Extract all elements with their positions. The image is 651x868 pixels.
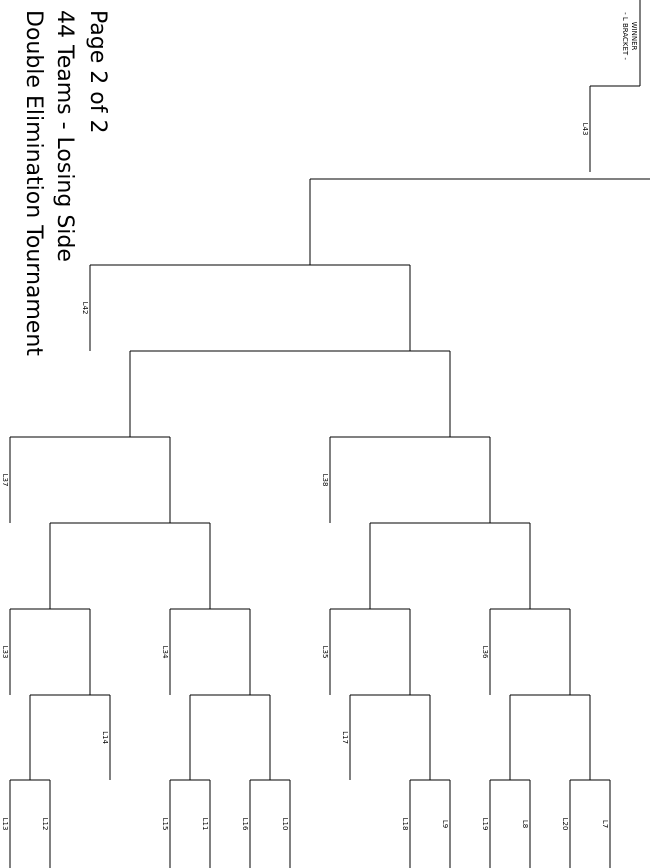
slot-label: L37 [1,474,9,487]
slot-label: L15 [161,818,169,831]
slot-label: L17 [341,731,349,744]
slot-label: L7 [601,820,609,828]
slot-label: L35 [321,646,329,659]
slot-label: L33 [1,646,9,659]
slot-label: L43 [581,123,589,136]
slot-label: L16 [241,818,249,831]
slot-label: L19 [481,818,489,831]
slot-label: L18 [401,818,409,831]
slot-label: L42 [81,302,89,315]
page-number: Page 2 of 2 [85,10,110,133]
slot-label: L14 [101,731,109,744]
slot-label: L11 [201,818,209,831]
slot-label: L38 [321,474,329,487]
winner-sublabel: - L BRACKET - [621,12,629,60]
winner-label: WINNER [630,22,638,51]
slot-label: L34 [161,646,169,659]
slot-label: L10 [281,818,289,831]
slot-label: L12 [41,818,49,831]
slot-label: L20 [561,818,569,831]
slot-label: L36 [481,646,489,659]
slot-label: L8 [521,820,529,828]
slot-label: L9 [441,820,449,828]
slot-label: L13 [1,818,9,831]
title: Double Elimination Tournament [21,10,46,356]
subtitle: 44 Teams - Losing Side [52,10,77,262]
